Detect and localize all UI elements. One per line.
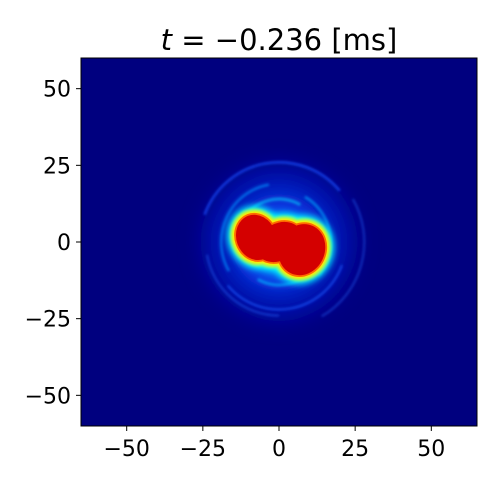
- y-tick-label: −50: [25, 384, 71, 409]
- chart-title: t = −0.236 [ms]: [161, 23, 398, 57]
- y-tick-label: 0: [57, 231, 71, 256]
- heatmap-filament: [203, 161, 341, 216]
- x-tick-label: −50: [103, 437, 149, 462]
- heatmap-filament: [321, 198, 366, 318]
- x-tick-label: 25: [341, 437, 369, 462]
- y-axis: −50 −25 0 25 50: [25, 78, 81, 409]
- x-tick-label: 0: [272, 437, 286, 462]
- heatmap-core-shell: [235, 214, 326, 276]
- heatmap-core: [226, 204, 336, 285]
- y-tick-label: 25: [43, 154, 71, 179]
- y-tick-label: −25: [25, 308, 71, 333]
- chart-title-variable: t: [161, 23, 174, 57]
- x-tick-label: −25: [180, 437, 226, 462]
- x-tick-label: 50: [417, 437, 445, 462]
- chart-title-value: = −0.236 [ms]: [172, 23, 397, 57]
- heatmap-field: [183, 145, 375, 339]
- x-axis: −50 −25 0 25 50: [103, 426, 445, 462]
- heatmap-core-lobe: [255, 221, 303, 263]
- y-tick-label: 50: [43, 78, 71, 103]
- heatmap-filament: [206, 254, 280, 317]
- heatmap-filament: [226, 264, 343, 311]
- heatmap-filament: [219, 183, 270, 272]
